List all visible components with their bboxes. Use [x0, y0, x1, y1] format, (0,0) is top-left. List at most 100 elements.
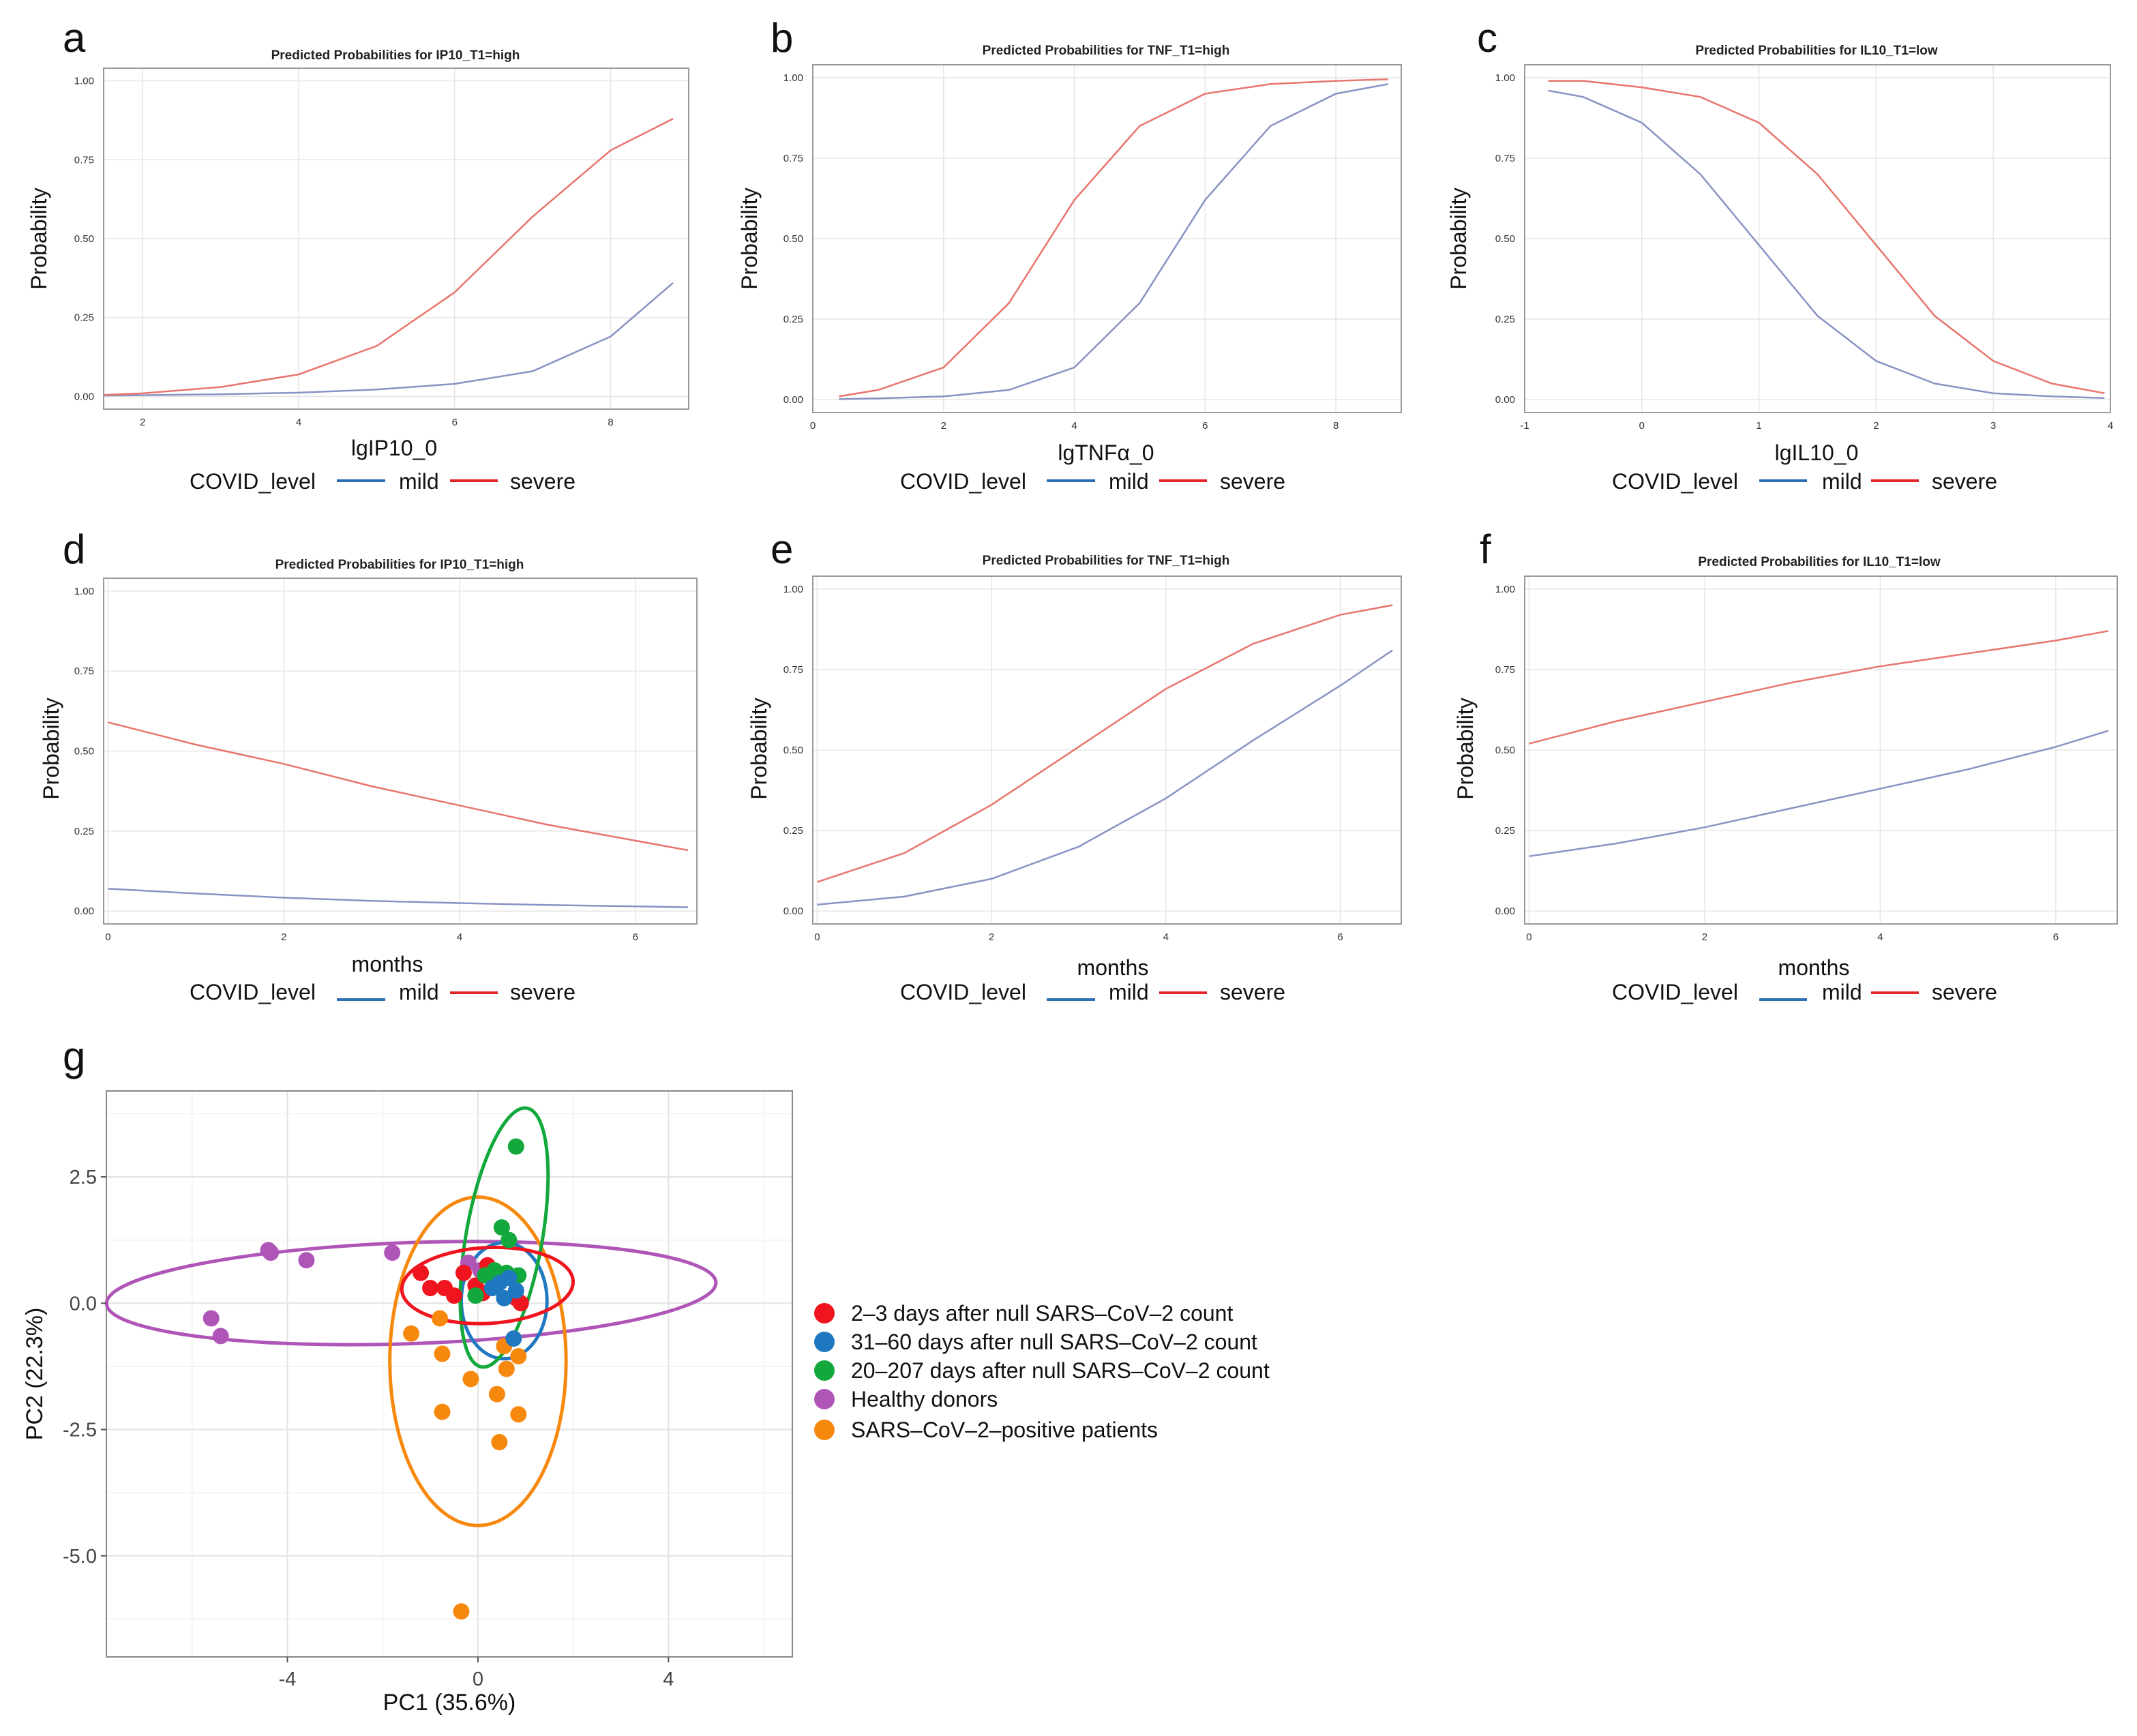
plot-frame — [103, 578, 698, 925]
severe-series-line — [839, 78, 1388, 398]
y-axis-ticks: 2.5 0.0 -2.5 -5.0 — [63, 1167, 106, 1568]
x-tick-label: 0 — [473, 1668, 483, 1690]
y-tick-label: 1.00 — [783, 584, 803, 595]
y-tick-label: 0.25 — [783, 825, 803, 837]
panel-label: f — [1480, 526, 1491, 572]
point-group-2 — [496, 1289, 513, 1306]
x-axis-label: lgTNFα_0 — [1058, 440, 1154, 465]
point-group-3 — [507, 1138, 524, 1155]
x-tick-label: 6 — [452, 417, 458, 428]
x-tick-label: 2 — [1702, 931, 1707, 943]
severe-series-line — [1529, 630, 2109, 745]
x-tick-label: 0 — [1526, 931, 1531, 943]
plot-frame — [1524, 64, 2111, 413]
y-axis-label: Probability — [39, 698, 63, 799]
legend-dot-group-2 — [814, 1332, 835, 1352]
x-tick-label: 4 — [2108, 420, 2113, 432]
y-tick-label: -5.0 — [63, 1546, 97, 1568]
legend-mild-label: mild — [1822, 980, 1862, 1004]
point-group-4 — [212, 1328, 229, 1345]
x-tick-label: 2 — [941, 420, 946, 432]
legend-severe-label: severe — [1220, 469, 1285, 494]
panel-title: Predicted Probabilities for TNF_T1=high — [983, 554, 1230, 568]
y-axis-label: Probability — [27, 188, 51, 289]
legend-label-group-5: SARS–CoV–2–positive patients — [851, 1418, 1158, 1442]
panel-label: b — [771, 15, 793, 61]
x-tick-label: 0 — [1639, 420, 1645, 432]
y-axis-label: Probability — [737, 188, 762, 289]
x-axis-ticks: 0 2 4 6 — [105, 931, 638, 943]
y-tick-label: 1.00 — [783, 72, 803, 84]
x-axis-label: lgIL10_0 — [1775, 440, 1859, 465]
legend-dot-group-1 — [814, 1303, 835, 1323]
y-tick-label: 0.0 — [70, 1293, 97, 1315]
point-group-2 — [507, 1282, 524, 1299]
panel-title: Predicted Probabilities for IP10_T1=high — [275, 558, 524, 572]
point-group-4 — [203, 1310, 220, 1327]
legend: COVID_level mild severe — [1612, 469, 1997, 494]
y-axis-label: Probability — [1446, 188, 1471, 289]
x-tick-label: 0 — [814, 931, 820, 943]
ellipse-group-4 — [104, 1240, 718, 1347]
plot-frame — [103, 68, 689, 410]
ellipse-group-5 — [388, 1195, 568, 1527]
legend-title: COVID_level — [1612, 469, 1738, 494]
point-group-5 — [510, 1348, 527, 1365]
panel-label: d — [63, 526, 85, 572]
x-tick-label: 0 — [105, 931, 110, 943]
legend-label-group-4: Healthy donors — [851, 1387, 998, 1411]
x-tick-label: 8 — [608, 417, 613, 428]
y-tick-label: 0.75 — [74, 154, 94, 166]
point-group-5 — [488, 1386, 505, 1403]
y-axis-ticks: 0.00 0.25 0.50 0.75 1.00 — [1495, 72, 1515, 406]
y-axis-label: Probability — [1453, 698, 1478, 799]
y-axis-ticks: 0.00 0.25 0.50 0.75 1.00 — [74, 76, 94, 403]
point-group-3 — [467, 1287, 484, 1304]
y-tick-label: 0.25 — [1495, 825, 1515, 837]
plot-frame — [812, 575, 1402, 925]
legend-title: COVID_level — [190, 980, 316, 1004]
y-tick-label: 0.00 — [74, 906, 94, 917]
legend-mild-label: mild — [1109, 980, 1149, 1004]
legend: COVID_level mild severe — [900, 980, 1285, 1004]
y-tick-label: 0.50 — [74, 746, 94, 758]
plot-frame — [106, 1090, 793, 1658]
legend-mild-label: mild — [399, 469, 439, 494]
legend-title: COVID_level — [900, 980, 1026, 1004]
x-tick-label: 6 — [1202, 420, 1208, 432]
point-group-5 — [510, 1406, 527, 1423]
x-axis-label: lgIP10_0 — [351, 436, 437, 460]
legend-mild-label: mild — [1109, 469, 1149, 494]
point-group-1 — [422, 1280, 439, 1297]
point-group-4 — [384, 1244, 401, 1261]
point-group-3 — [477, 1267, 494, 1284]
legend-severe-label: severe — [1932, 980, 1997, 1004]
x-axis-label: months — [1077, 955, 1149, 980]
mild-series-line — [103, 282, 674, 397]
legend-title: COVID_level — [900, 469, 1026, 494]
x-tick-label: 4 — [1877, 931, 1883, 943]
y-tick-label: 0.00 — [74, 391, 94, 402]
panel-d: d Predicted Probabilities for IP10_T1=hi… — [39, 526, 698, 1004]
y-tick-label: 0.50 — [74, 233, 94, 245]
panel-title: Predicted Probabilities for IL10_T1=low — [1698, 555, 1941, 569]
x-tick-label: 6 — [2053, 931, 2059, 943]
legend-label-group-3: 20–207 days after null SARS–CoV–2 count — [851, 1358, 1270, 1383]
point-group-4 — [298, 1252, 315, 1269]
y-tick-label: -2.5 — [63, 1420, 97, 1441]
point-group-2 — [500, 1270, 518, 1287]
point-group-1 — [512, 1295, 529, 1312]
point-group-5 — [491, 1434, 508, 1451]
x-axis-label: PC1 (35.6%) — [383, 1690, 516, 1716]
y-tick-label: 0.75 — [783, 153, 803, 164]
panel-b: b Predicted Probabilities for TNF_T1=hig… — [737, 15, 1402, 494]
point-group-1 — [455, 1264, 472, 1281]
y-tick-label: 0.25 — [1495, 314, 1515, 325]
x-axis-label: months — [1778, 955, 1850, 980]
x-axis-label: months — [352, 952, 423, 976]
y-tick-label: 0.00 — [783, 394, 803, 406]
x-tick-label: 2 — [140, 417, 145, 428]
x-tick-label: 2 — [989, 931, 994, 943]
y-tick-label: 0.25 — [74, 826, 94, 837]
legend-severe-label: severe — [510, 469, 576, 494]
